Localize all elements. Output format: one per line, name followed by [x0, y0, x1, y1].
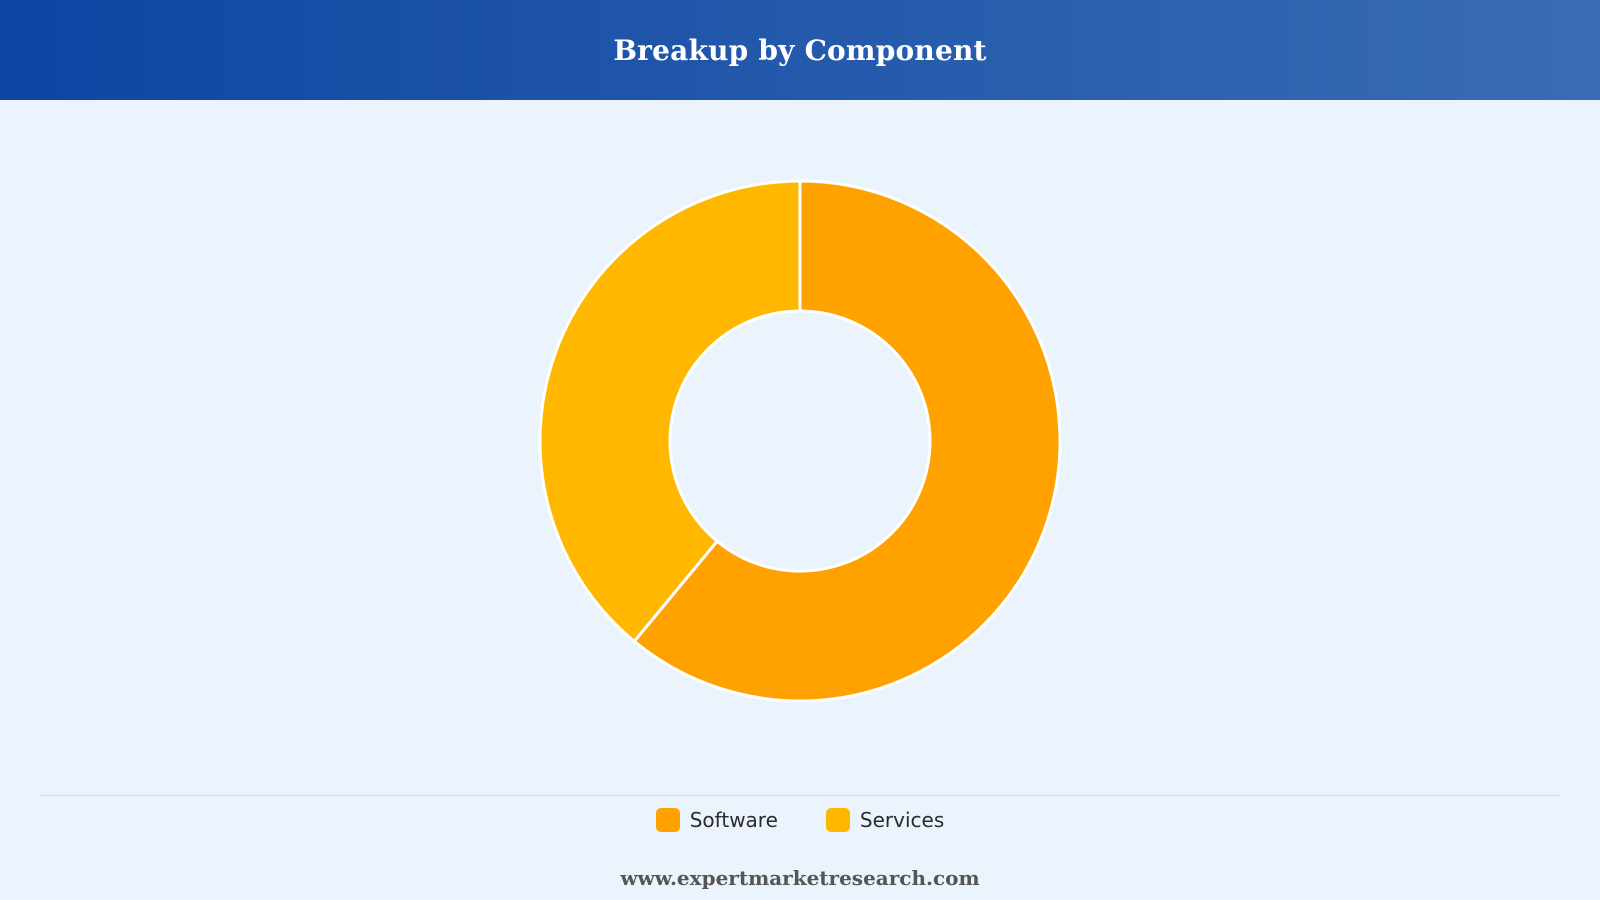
donut-chart	[538, 179, 1062, 703]
legend: Software Services	[0, 805, 1600, 835]
chart-title: Breakup by Component	[613, 33, 987, 67]
legend-item-services[interactable]: Services	[825, 808, 945, 832]
legend-label-software: Software	[689, 808, 778, 832]
legend-item-software[interactable]: Software	[655, 808, 778, 832]
legend-divider	[40, 795, 1560, 796]
chart-header: Breakup by Component	[0, 0, 1600, 100]
donut-slice-software[interactable]	[632, 179, 1062, 703]
donut-slice-services[interactable]	[538, 179, 802, 643]
chart-area	[0, 100, 1600, 790]
legend-label-services: Services	[859, 808, 945, 832]
footer-url: www.expertmarketresearch.com	[620, 866, 980, 890]
legend-swatch-software	[655, 808, 680, 832]
legend-swatch-services	[825, 808, 850, 832]
